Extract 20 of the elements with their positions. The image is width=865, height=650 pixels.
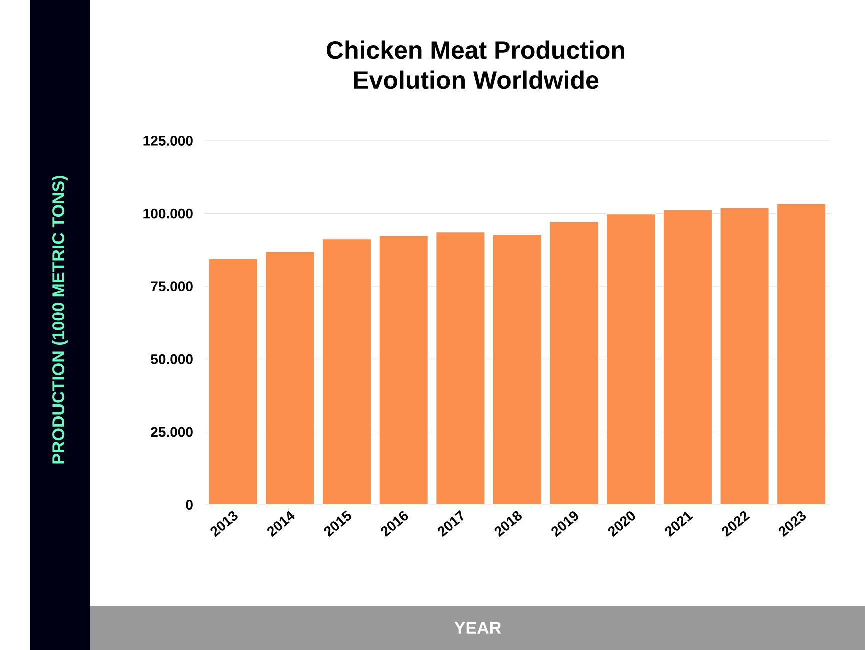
bar <box>378 235 429 506</box>
y-tick-label: 50.000 <box>151 354 193 364</box>
x-axis-title: YEAR <box>454 622 502 634</box>
bar <box>492 234 542 506</box>
bar <box>776 203 827 506</box>
bar <box>322 238 372 506</box>
y-tick-label: 100.000 <box>144 208 193 219</box>
y-axis-title: PRODUCTION (1000 METRIC TONS) <box>52 176 68 464</box>
bar <box>265 251 316 506</box>
bar <box>720 207 770 506</box>
chart-title: Chicken Meat Production Evolution Worldwide <box>327 40 624 90</box>
y-tick-label: 0 <box>186 500 193 510</box>
bar <box>436 232 486 506</box>
bar <box>662 210 713 506</box>
y-tick-label: 75.000 <box>151 282 193 292</box>
y-tick-label: 25.000 <box>151 427 193 438</box>
bar <box>208 258 258 506</box>
y-tick-label: 125.000 <box>144 136 193 146</box>
bar <box>606 214 656 506</box>
bar <box>549 221 600 506</box>
